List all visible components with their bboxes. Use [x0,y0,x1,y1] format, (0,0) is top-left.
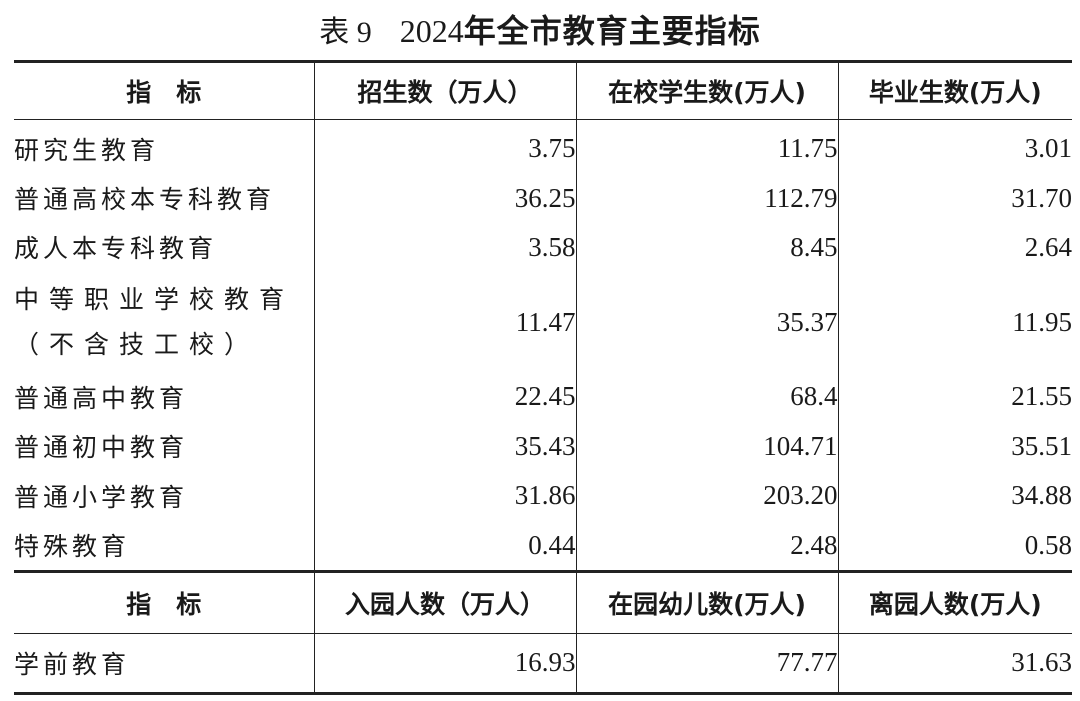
cell-admissions: 16.93 [313,633,576,695]
table-row: 普通初中教育 35.43 104.71 35.51 [14,421,1072,471]
cell-enrollment: 11.47 [313,272,576,373]
cell-enrollment: 35.43 [313,421,576,471]
cell-students: 68.4 [575,372,838,422]
cell-graduates: 2.64 [837,222,1072,273]
cell-children-enrolled: 77.77 [575,633,838,695]
row-name: 普通高中教育 [14,383,189,413]
row-name: 普通高校本专科教育 [14,185,276,215]
table-number: 表 9 [319,16,372,49]
cell-graduates: 34.88 [837,470,1072,521]
header-indicator: 指 标 [14,60,314,120]
row-name: 普通小学教育 [14,482,189,512]
cell-graduates: 3.01 [837,119,1072,174]
table-row: 学前教育 16.93 77.77 31.63 [14,633,1072,695]
table-row: 成人本专科教育 3.58 8.45 2.64 [14,222,1072,273]
header-admissions: 入园人数（万人） [313,569,576,634]
cell-graduates: 31.70 [837,173,1072,223]
table-row: 特殊教育 0.44 2.48 0.58 [14,520,1072,573]
title-year: 2024 [399,13,464,49]
education-indicators-table: 指 标 招生数（万人） 在校学生数(万人) 毕业生数(万人) 研究生教育 3.7… [14,60,1072,695]
cell-enrollment: 22.45 [313,372,576,422]
row-name: 特殊教育 [14,520,314,573]
cell-students: 11.75 [575,119,838,174]
cell-students: 35.37 [575,272,838,373]
cell-enrollment: 3.75 [313,119,576,174]
cell-graduates: 35.51 [837,421,1072,471]
cell-departures: 31.63 [837,633,1072,695]
row-name-line2: （不含技工校） [14,330,260,360]
row-name: 研究生教育 [14,135,160,165]
cell-enrollment: 0.44 [313,520,576,573]
cell-students: 2.48 [575,520,838,573]
row-name: 普通初中教育 [14,433,189,463]
header-enrollment: 招生数（万人） [313,60,576,120]
title-text: 年全市教育主要指标 [463,12,761,50]
cell-enrollment: 31.86 [313,470,576,521]
row-name: 成人本专科教育 [14,234,218,264]
row-name: 学前教育 [14,633,314,695]
cell-students: 203.20 [575,470,838,521]
cell-enrollment: 36.25 [313,173,576,223]
cell-graduates: 11.95 [837,272,1072,373]
cell-students: 8.45 [575,222,838,273]
table-row: 普通高校本专科教育 36.25 112.79 31.70 [14,173,1072,223]
table-row: 普通高中教育 22.45 68.4 21.55 [14,372,1072,422]
cell-enrollment: 3.58 [313,222,576,273]
header-row: 指 标 招生数（万人） 在校学生数(万人) 毕业生数(万人) [14,60,1072,120]
row-name: 中等职业学校教育 （不含技工校） [14,272,314,372]
header-students: 在校学生数(万人) [575,60,838,120]
header-children-enrolled: 在园幼儿数(万人) [575,569,838,634]
preschool-header-row: 指 标 入园人数（万人） 在园幼儿数(万人) 离园人数(万人) [14,569,1072,634]
table-title: 表 9 2024年全市教育主要指标 [0,4,1080,58]
cell-graduates: 0.58 [837,520,1072,573]
row-name-line1: 中等职业学校教育 [14,285,295,315]
cell-graduates: 21.55 [837,372,1072,422]
table-row: 研究生教育 3.75 11.75 3.01 [14,119,1072,174]
header-indicator: 指 标 [14,569,314,634]
table-row: 中等职业学校教育 （不含技工校） 11.47 35.37 11.95 [14,272,1072,373]
header-departures: 离园人数(万人) [837,569,1072,634]
header-graduates: 毕业生数(万人) [837,60,1072,120]
cell-students: 112.79 [575,173,838,223]
cell-students: 104.71 [575,421,838,471]
table-row: 普通小学教育 31.86 203.20 34.88 [14,470,1072,521]
